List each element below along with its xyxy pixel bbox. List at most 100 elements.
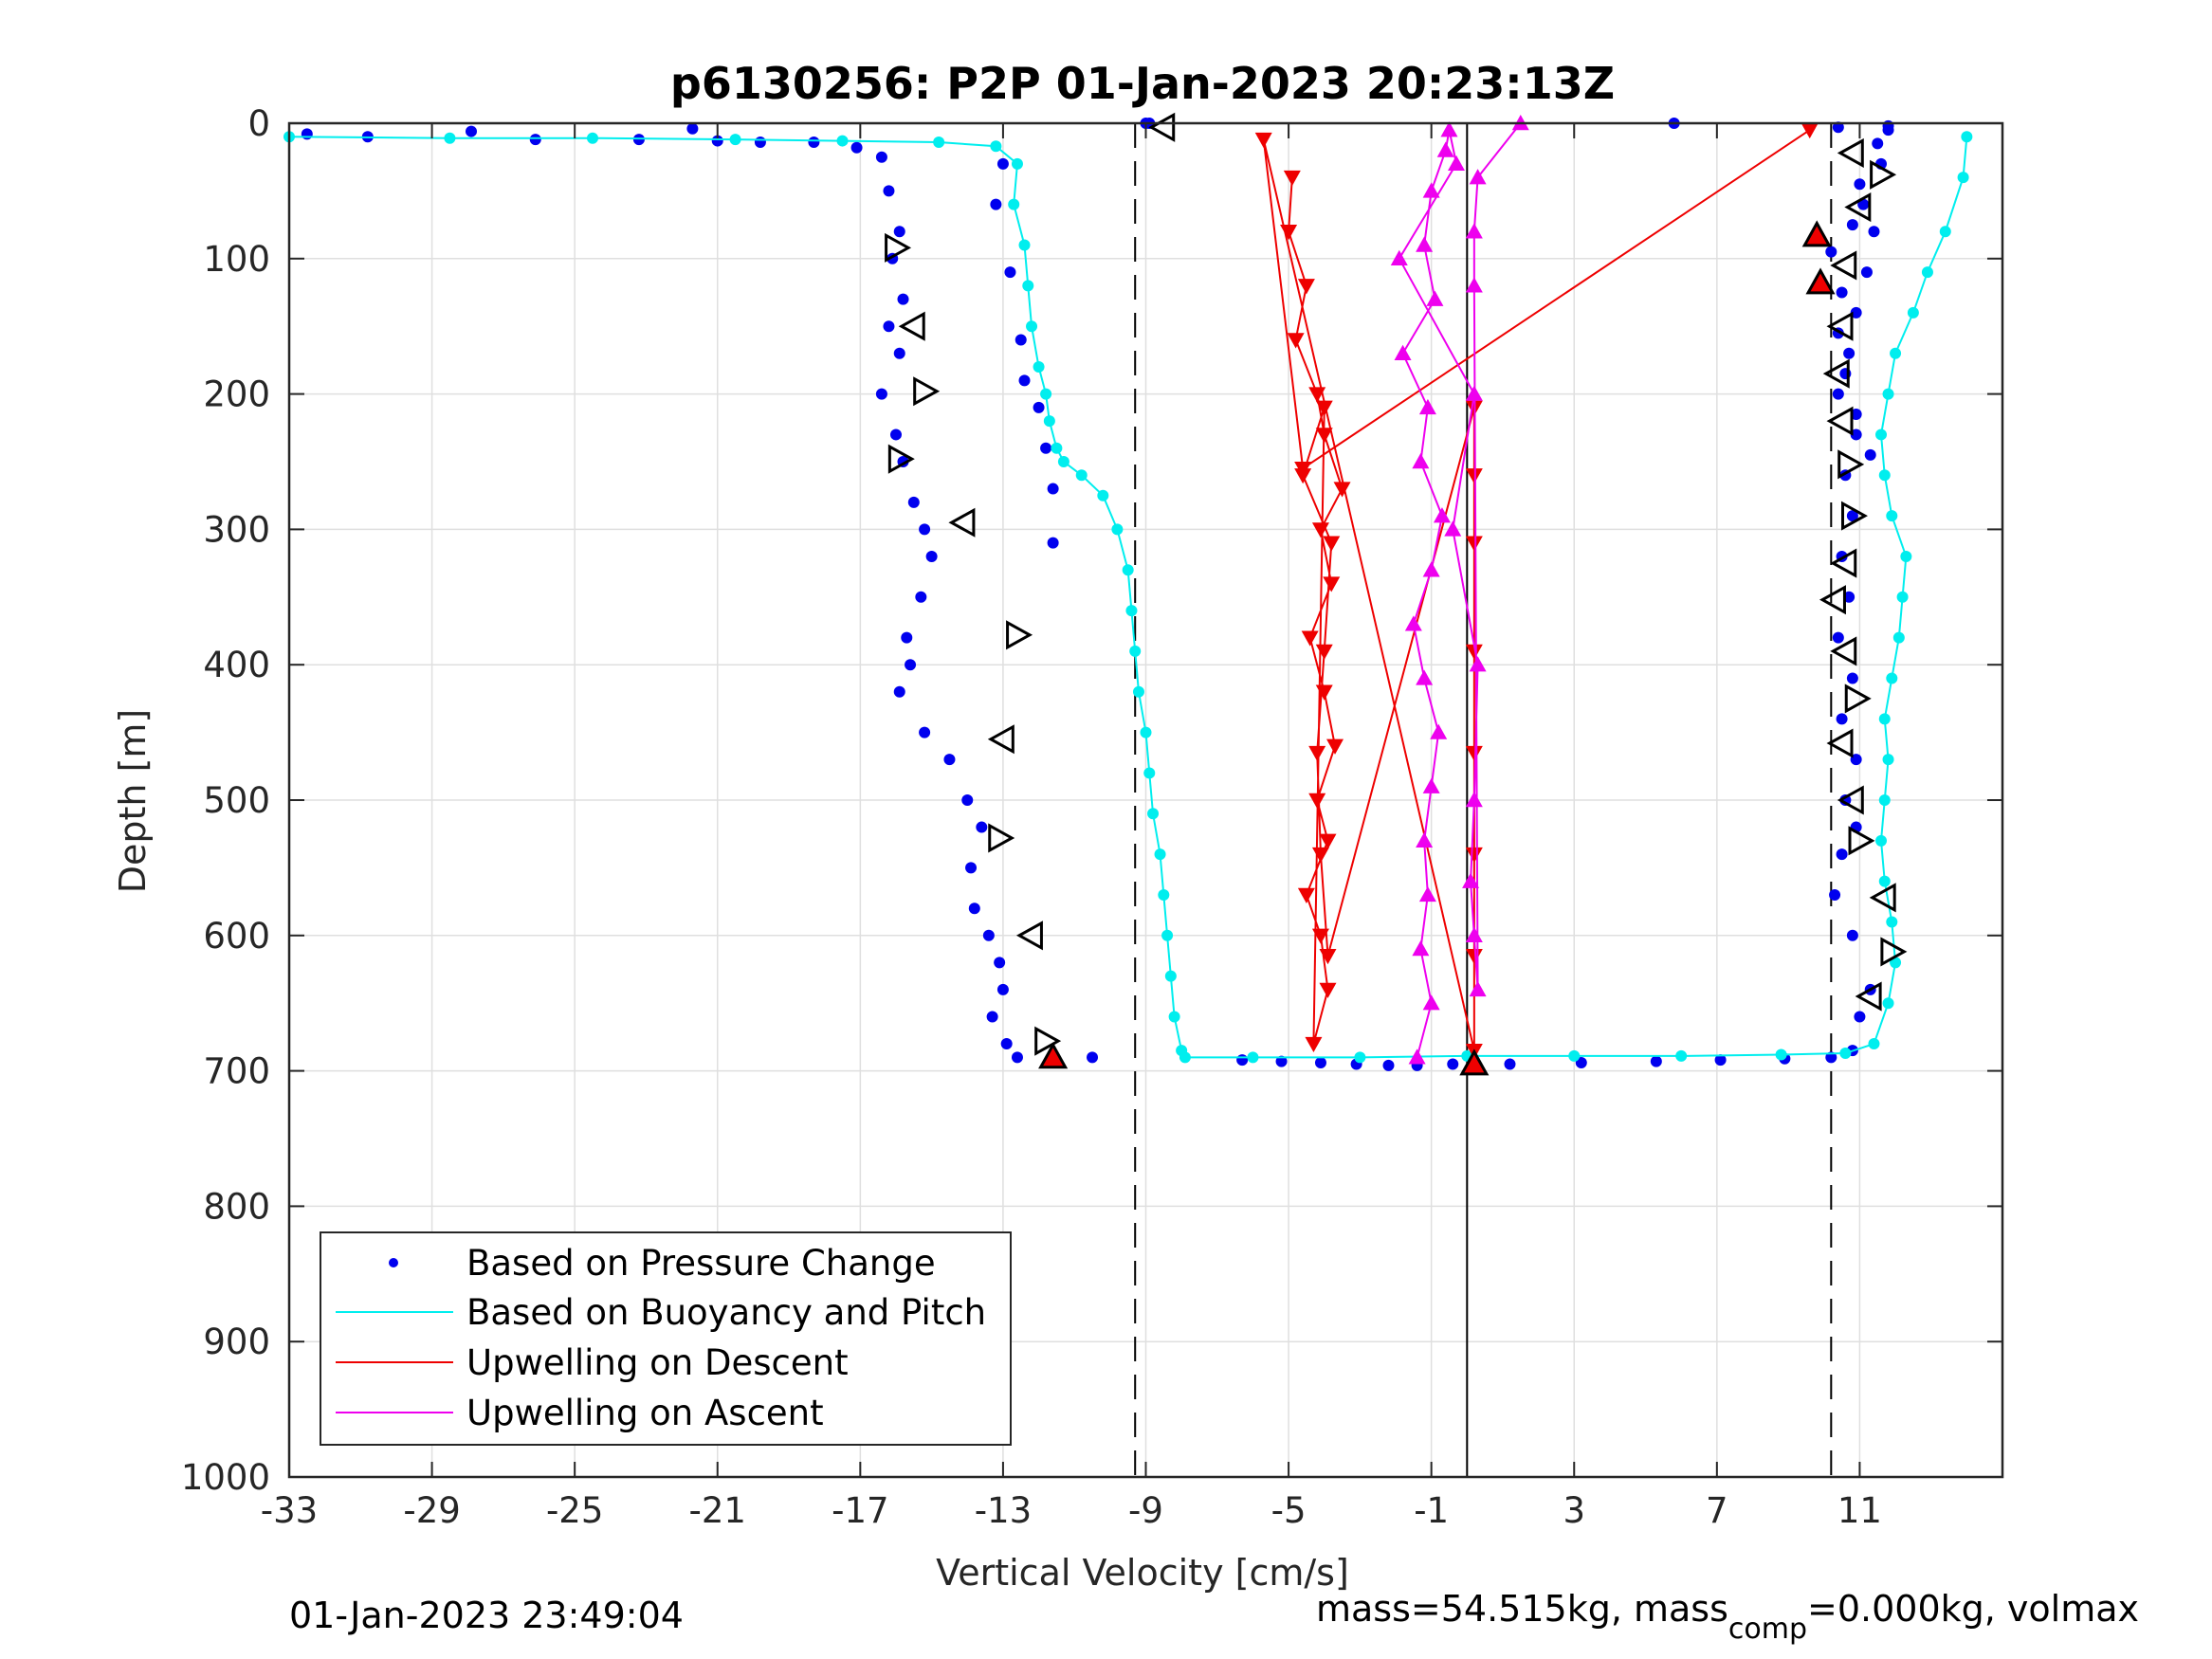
data-point xyxy=(1875,428,1888,441)
triangle-marker xyxy=(1148,112,1176,142)
data-point xyxy=(1836,713,1848,725)
triangle-marker xyxy=(1822,358,1850,389)
y-tick-label: 600 xyxy=(203,916,270,957)
triangle-marker xyxy=(1837,449,1865,480)
triangle-marker xyxy=(1837,785,1864,815)
data-point xyxy=(1872,137,1884,150)
series-0 xyxy=(301,118,1894,1071)
triangle-marker xyxy=(887,444,915,474)
data-point xyxy=(1850,428,1862,441)
data-point xyxy=(1326,738,1344,755)
data-point xyxy=(529,134,541,146)
y-tick-label: 800 xyxy=(203,1186,270,1227)
data-point xyxy=(1390,249,1408,265)
x-tick-label: 7 xyxy=(1706,1490,1728,1531)
data-point xyxy=(1412,940,1430,957)
triangle-marker xyxy=(1826,311,1854,341)
data-point xyxy=(1154,848,1166,861)
data-point xyxy=(1882,119,1894,132)
x-tick-label: -33 xyxy=(261,1490,318,1531)
data-point xyxy=(1297,887,1315,903)
data-point xyxy=(1011,1051,1023,1064)
legend-entry-pressure: Based on Pressure Change xyxy=(389,1243,936,1284)
data-point xyxy=(1418,885,1436,902)
data-point xyxy=(897,293,909,305)
data-point xyxy=(1957,172,1969,184)
data-point xyxy=(1319,949,1337,965)
triangle-marker xyxy=(1870,159,1897,190)
data-point xyxy=(1301,630,1319,647)
data-point xyxy=(1026,320,1038,333)
data-point xyxy=(1465,847,1483,864)
data-point xyxy=(1132,685,1144,698)
data-point xyxy=(1465,385,1483,401)
data-point xyxy=(686,122,699,135)
data-point xyxy=(919,726,931,738)
data-point xyxy=(1247,1051,1259,1064)
legend-swatch-pressure xyxy=(389,1258,398,1267)
data-point xyxy=(1323,576,1341,592)
data-point xyxy=(1430,723,1448,739)
data-point xyxy=(1864,448,1876,461)
data-point xyxy=(1896,591,1909,603)
data-point xyxy=(1422,561,1440,577)
data-point xyxy=(1422,182,1440,198)
data-point xyxy=(1568,1049,1581,1062)
data-point xyxy=(1882,997,1894,1010)
data-point xyxy=(1057,456,1069,467)
series-3 xyxy=(1390,115,1529,1065)
data-point xyxy=(1843,591,1856,603)
data-point xyxy=(943,754,956,766)
data-point xyxy=(586,132,598,144)
y-tick-label: 700 xyxy=(203,1051,270,1092)
data-point xyxy=(1412,453,1430,469)
data-point xyxy=(1886,510,1898,522)
data-point xyxy=(1011,157,1023,170)
data-point xyxy=(1408,1048,1426,1065)
data-point xyxy=(1839,1048,1852,1060)
data-point xyxy=(1382,1059,1395,1071)
data-point xyxy=(1801,122,1819,139)
data-point xyxy=(1907,306,1919,319)
legend-entry-ascent: Upwelling on Ascent xyxy=(336,1393,824,1433)
data-point xyxy=(893,685,905,698)
data-point xyxy=(990,198,1002,210)
triangle-marker xyxy=(1848,826,1875,856)
data-point xyxy=(1836,286,1848,299)
data-point xyxy=(1275,1055,1288,1067)
data-point xyxy=(1875,834,1888,847)
data-point xyxy=(1448,155,1466,172)
x-tick-label: 11 xyxy=(1837,1490,1882,1531)
data-point xyxy=(1075,469,1088,482)
data-point xyxy=(1000,1038,1013,1050)
data-point xyxy=(1315,428,1333,444)
data-point xyxy=(1886,672,1898,684)
data-point xyxy=(1846,219,1858,231)
triangle-marker xyxy=(1855,981,1882,1012)
data-point xyxy=(1315,400,1333,416)
data-point xyxy=(1882,388,1894,400)
data-point xyxy=(1047,483,1059,495)
data-point xyxy=(1404,615,1422,631)
data-point xyxy=(1846,672,1858,684)
data-point xyxy=(1051,442,1063,454)
data-point xyxy=(754,136,766,148)
data-point xyxy=(901,631,913,644)
series-line xyxy=(1398,122,1522,1058)
data-point xyxy=(905,659,917,671)
data-point xyxy=(1283,170,1301,187)
y-tick-label: 400 xyxy=(203,645,270,685)
data-point xyxy=(1465,926,1483,942)
data-point xyxy=(1333,482,1351,498)
data-point xyxy=(990,140,1002,153)
triangle-marker xyxy=(1006,620,1033,650)
triangle-marker xyxy=(1034,1026,1062,1056)
data-point xyxy=(1311,847,1329,864)
data-point xyxy=(1961,131,1973,143)
legend-entry-descent: Upwelling on Descent xyxy=(336,1342,849,1383)
series-1 xyxy=(283,131,1973,1064)
data-point xyxy=(1018,374,1031,387)
data-point xyxy=(1868,1038,1880,1050)
data-point xyxy=(1422,994,1440,1011)
